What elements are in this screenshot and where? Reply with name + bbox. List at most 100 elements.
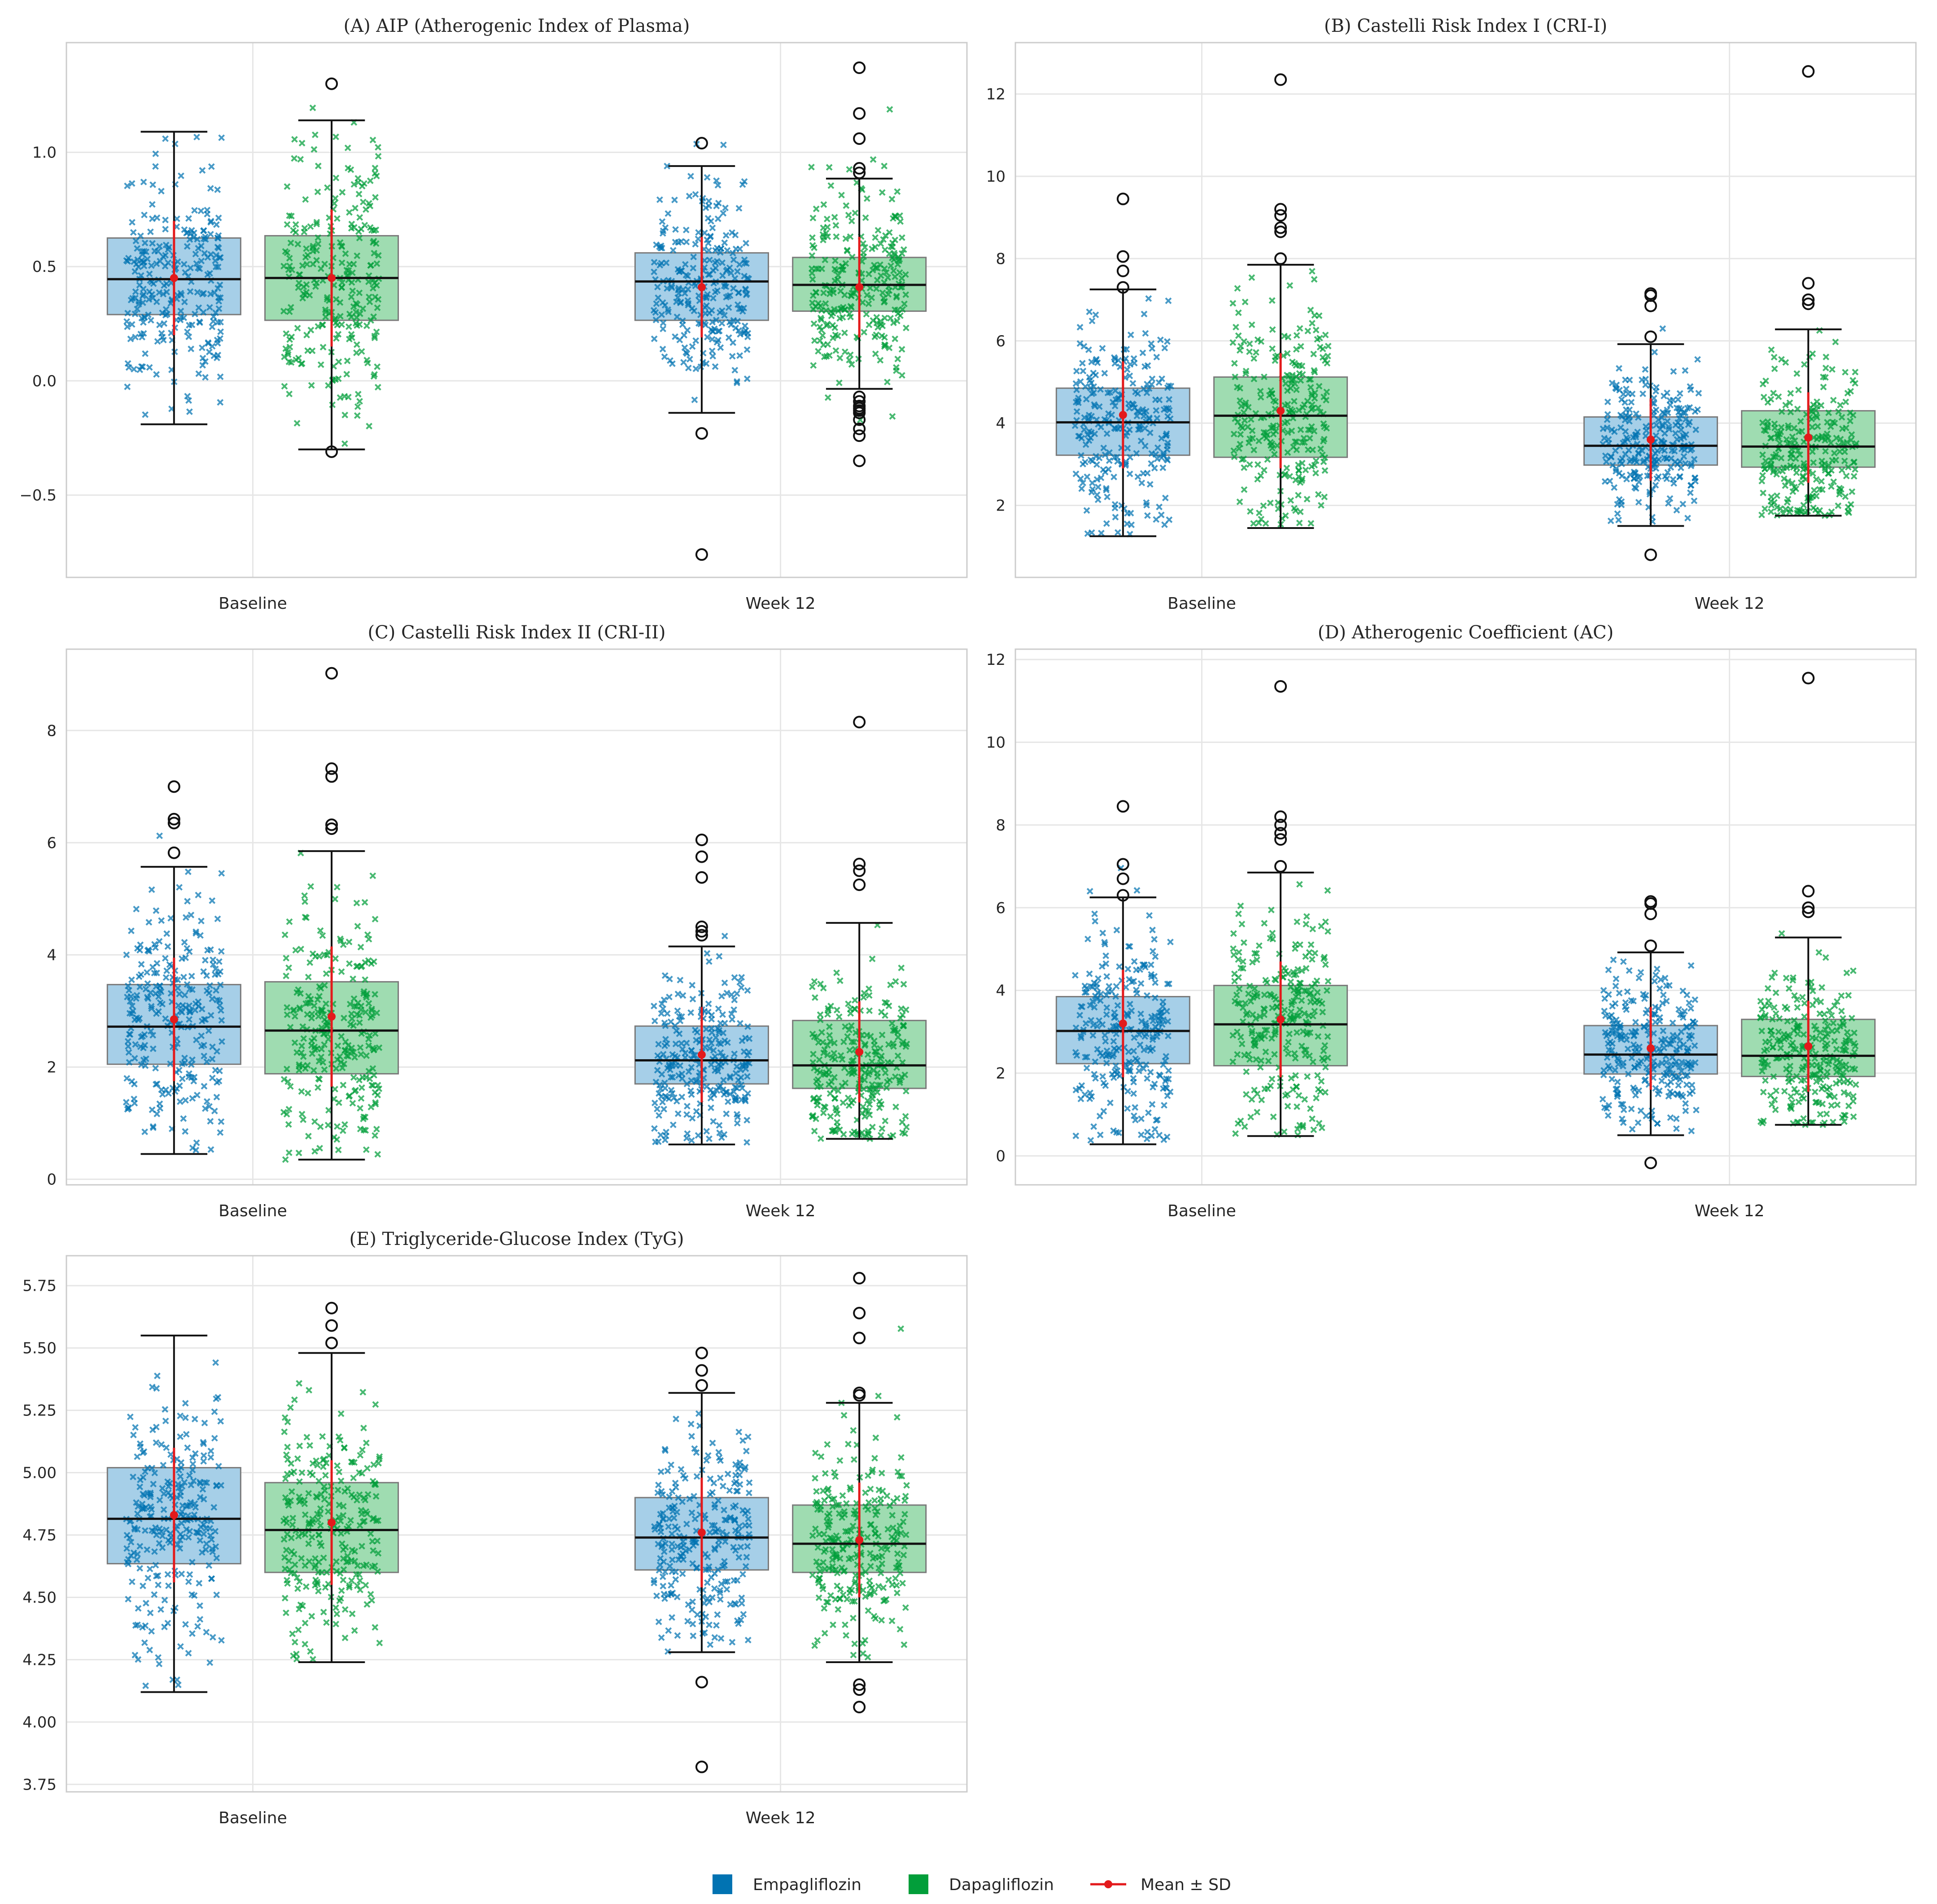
data-point [720, 210, 727, 217]
data-point [345, 267, 352, 274]
data-point [291, 155, 298, 162]
data-point [291, 136, 298, 143]
data-point [190, 234, 197, 241]
data-point [655, 294, 662, 301]
data-point [338, 243, 345, 250]
data-point [363, 322, 370, 329]
data-point [293, 356, 300, 363]
data-point [297, 156, 304, 163]
mean-marker [1277, 1015, 1285, 1024]
data-point [354, 391, 362, 397]
data-point [315, 240, 322, 248]
data-point [706, 257, 713, 263]
data-point [207, 218, 214, 226]
data-point [373, 260, 380, 267]
data-point [337, 313, 344, 320]
data-point [286, 255, 293, 262]
data-point [726, 319, 733, 326]
data-point [136, 282, 143, 288]
data-point [671, 197, 678, 204]
data-point [325, 382, 332, 389]
data-point [817, 302, 824, 310]
mean-marker [170, 274, 178, 282]
data-point [354, 412, 361, 419]
data-point [651, 259, 658, 266]
data-point [217, 254, 224, 261]
data-point [343, 371, 350, 378]
outlier-point [695, 548, 708, 561]
data-point [369, 136, 376, 144]
data-point [350, 303, 357, 310]
data-point [684, 327, 691, 334]
data-point [356, 235, 363, 241]
data-point [859, 186, 866, 193]
y-tick-label: 4 [996, 415, 1006, 432]
data-point [358, 226, 365, 232]
y-tick-label: 0 [47, 1170, 57, 1188]
data-point [692, 191, 699, 198]
data-point [652, 316, 660, 323]
data-point [690, 265, 697, 271]
data-point [193, 134, 200, 140]
data-point [657, 245, 664, 252]
data-point [695, 292, 702, 299]
data-point [297, 360, 305, 367]
data-point [280, 262, 287, 270]
y-tick-label: 8 [47, 722, 57, 740]
data-point [681, 290, 688, 297]
data-point [662, 224, 669, 231]
data-point [848, 218, 855, 224]
data-point [873, 285, 880, 293]
data-point [356, 214, 363, 221]
data-point [371, 371, 378, 378]
data-point [140, 179, 147, 186]
data-point [196, 318, 203, 325]
data-point [129, 218, 136, 226]
data-point [370, 237, 377, 245]
data-point [809, 242, 816, 249]
data-point [371, 334, 378, 341]
data-point [346, 310, 353, 318]
data-point [354, 175, 362, 182]
data-point [140, 258, 147, 266]
data-point [718, 307, 726, 314]
data-point [303, 281, 310, 288]
data-point [217, 294, 224, 301]
data-point [373, 328, 380, 336]
data-point [708, 336, 716, 343]
data-point [146, 271, 153, 277]
data-point [211, 289, 218, 296]
data-point [206, 270, 213, 277]
data-point [820, 234, 827, 240]
data-point [292, 229, 299, 236]
data-point [717, 249, 724, 256]
y-tick-label: −0.5 [19, 487, 57, 505]
panel-title: (D) Atherogenic Coefficient (AC) [1318, 622, 1614, 643]
data-point [134, 256, 141, 263]
y-tick-label: 4.00 [22, 1713, 57, 1731]
data-point [846, 166, 853, 173]
data-point [675, 239, 682, 246]
data-point [287, 304, 294, 311]
data-point [324, 184, 331, 191]
data-point [295, 284, 302, 291]
data-point [352, 320, 359, 327]
data-point [344, 144, 351, 152]
data-point [810, 362, 817, 369]
data-point [734, 268, 741, 275]
data-point [285, 358, 293, 365]
data-point [730, 285, 737, 292]
data-point [304, 252, 311, 259]
data-point [332, 133, 339, 140]
data-point [217, 328, 224, 335]
panel-title: (B) Castelli Risk Index I (CRI-I) [1324, 16, 1607, 36]
data-point [215, 232, 222, 239]
data-point [335, 375, 342, 382]
data-point [852, 210, 859, 217]
data-point [870, 317, 877, 324]
data-point [709, 319, 716, 326]
data-point [365, 278, 372, 285]
data-point [124, 323, 131, 330]
data-point [833, 233, 840, 240]
